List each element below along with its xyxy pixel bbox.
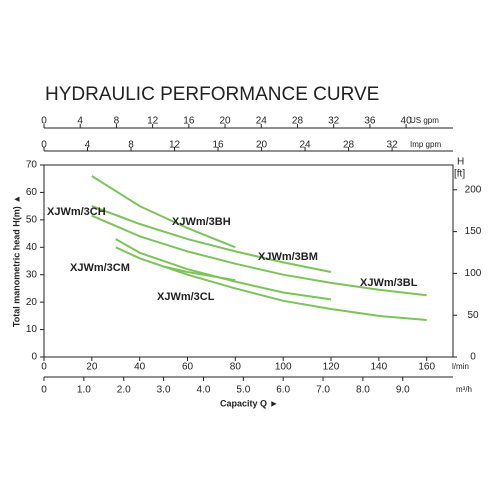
curve-label: XJWm/3BL <box>360 277 418 289</box>
x-axis-bottom-tick-label: 6.0 <box>276 385 290 396</box>
y-tick-label: 30 <box>26 269 38 280</box>
curve <box>91 175 236 249</box>
x-tick-label: 40 <box>134 362 146 373</box>
x-axis-top-tick-label: 16 <box>212 140 224 151</box>
curve-label: XJWm/3CL <box>157 291 215 303</box>
x-axis-bottom-tick-label: 2.0 <box>117 385 131 396</box>
x-tick-label: 60 <box>182 362 194 373</box>
curve <box>115 246 427 321</box>
x-axis-top-tick-label: 24 <box>300 140 312 151</box>
x-axis-top-tick-label: 36 <box>364 116 376 127</box>
y2-axis-label: H <box>457 157 464 168</box>
x-axis-top-tick-label: 20 <box>219 116 231 127</box>
y-tick-label: 60 <box>26 187 38 198</box>
x-axis-top-tick-label: 32 <box>387 140 399 151</box>
x-axis-top-tick-label: 4 <box>85 140 91 151</box>
y-tick-label: 0 <box>31 352 37 363</box>
curve-label: XJWm/3BM <box>258 251 318 263</box>
x-axis-label: Capacity Q ► <box>220 398 278 408</box>
x-axis-top-tick-label: 0 <box>41 140 47 151</box>
x-tick-label: 120 <box>323 362 340 373</box>
x-axis-top-tick-label: 32 <box>328 116 340 127</box>
axis-unit: Imp gpm <box>410 140 441 149</box>
y2-tick-label: 0 <box>470 352 476 363</box>
y-tick-label: 70 <box>26 160 38 171</box>
x-axis-top-tick-label: 28 <box>343 140 355 151</box>
y-tick-label: 40 <box>26 242 38 253</box>
y-tick-label: 20 <box>26 297 38 308</box>
curve-label: XJWm/3BH <box>172 216 231 228</box>
x-axis-top-tick-label: 0 <box>41 116 47 127</box>
x-axis-unit: l/min <box>452 362 469 371</box>
x-axis-top-tick-label: 20 <box>256 140 268 151</box>
y2-tick-label: 100 <box>465 268 482 279</box>
x-axis-bottom-tick-label: 3.0 <box>157 385 171 396</box>
y2-tick-label: 50 <box>467 310 479 321</box>
x-axis-bottom-tick-label: 7.0 <box>316 385 330 396</box>
curve-label: XJWm/3CH <box>47 206 106 218</box>
x-axis-top-tick-label: 28 <box>292 116 304 127</box>
curve <box>91 205 332 273</box>
x-axis-bottom-tick-label: 0 <box>41 385 47 396</box>
x-axis-top-tick-label: 8 <box>128 140 134 151</box>
y2-tick-label: 150 <box>465 226 482 237</box>
plot-frame <box>43 164 454 358</box>
y-tick-label: 10 <box>26 324 38 335</box>
x-axis-bottom-tick-label: 8.0 <box>356 385 370 396</box>
x-axis-top-tick-label: 12 <box>147 116 159 127</box>
x-axis-top-tick-label: 16 <box>183 116 195 127</box>
x-axis-top-tick-label: 4 <box>77 116 83 127</box>
chart-title: HYDRAULIC PERFORMANCE CURVE <box>45 84 379 105</box>
x-tick-label: 80 <box>230 362 242 373</box>
x-tick-label: 0 <box>41 362 47 373</box>
x-axis-top-tick-label: 24 <box>256 116 268 127</box>
y2-tick-label: 200 <box>465 184 482 195</box>
axis-unit: m³/h <box>456 385 472 394</box>
x-axis-top-tick-label: 12 <box>169 140 181 151</box>
x-axis-bottom-tick-label: 5.0 <box>236 385 250 396</box>
x-axis-bottom-tick-label: 9.0 <box>396 385 410 396</box>
y-axis-label: Total manometric head H(m) ▲ <box>11 195 21 327</box>
axis-unit: US gpm <box>410 116 439 125</box>
x-axis-bottom-tick-label: 1.0 <box>77 385 91 396</box>
curve-label: XJWm/3CM <box>70 262 130 274</box>
x-tick-label: 20 <box>86 362 98 373</box>
y-tick-label: 50 <box>26 214 38 225</box>
x-tick-label: 140 <box>371 362 388 373</box>
x-axis-bottom-tick-label: 4.0 <box>197 385 211 396</box>
curve <box>91 214 427 297</box>
curve <box>163 265 236 282</box>
x-axis-top-tick-label: 40 <box>401 116 413 127</box>
y2-axis-unit: [ft] <box>454 169 465 180</box>
x-axis-top-tick-label: 8 <box>114 116 120 127</box>
x-tick-label: 100 <box>275 362 292 373</box>
x-tick-label: 160 <box>418 362 435 373</box>
